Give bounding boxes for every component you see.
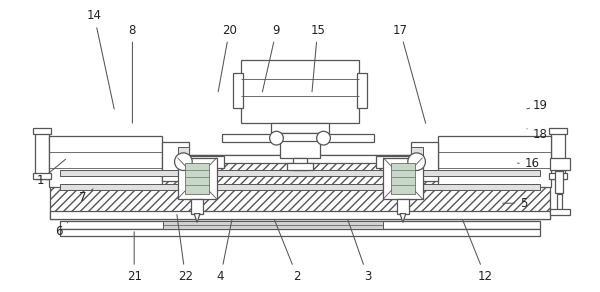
- Bar: [49, 136, 162, 187]
- Text: 14: 14: [87, 9, 114, 109]
- Bar: [411, 142, 438, 181]
- Bar: [233, 74, 243, 108]
- Bar: [178, 147, 189, 176]
- Text: 17: 17: [392, 24, 425, 123]
- Bar: [50, 155, 550, 163]
- Polygon shape: [400, 214, 406, 223]
- Bar: [60, 170, 540, 176]
- Text: 15: 15: [310, 24, 325, 92]
- Bar: [325, 134, 374, 142]
- Text: 19: 19: [527, 100, 547, 112]
- Bar: [221, 134, 275, 142]
- Text: 20: 20: [218, 24, 237, 92]
- Bar: [50, 211, 550, 218]
- Circle shape: [175, 153, 192, 171]
- Bar: [411, 147, 422, 176]
- Bar: [162, 142, 189, 181]
- Bar: [555, 171, 563, 193]
- Bar: [549, 128, 566, 134]
- Bar: [60, 221, 540, 229]
- Text: 6: 6: [55, 223, 68, 238]
- Bar: [189, 156, 224, 168]
- Bar: [35, 130, 49, 179]
- Bar: [438, 136, 551, 187]
- Bar: [391, 163, 415, 194]
- Text: 16: 16: [518, 157, 540, 170]
- Text: 8: 8: [129, 24, 136, 123]
- Circle shape: [317, 131, 331, 145]
- Bar: [241, 60, 359, 124]
- Bar: [557, 194, 562, 210]
- Text: 12: 12: [463, 220, 493, 283]
- Text: 1: 1: [37, 159, 65, 187]
- Bar: [397, 199, 409, 214]
- Bar: [549, 173, 566, 179]
- Bar: [376, 156, 411, 168]
- Bar: [287, 163, 313, 170]
- Bar: [60, 184, 540, 190]
- Bar: [271, 124, 329, 133]
- Text: 21: 21: [127, 232, 142, 283]
- Text: 4: 4: [217, 220, 232, 283]
- Bar: [34, 128, 51, 134]
- Polygon shape: [194, 214, 200, 223]
- Bar: [280, 140, 320, 158]
- Bar: [191, 199, 203, 214]
- Bar: [551, 130, 565, 179]
- Text: 2: 2: [275, 220, 301, 283]
- Text: 18: 18: [527, 128, 547, 141]
- Bar: [550, 158, 569, 170]
- Bar: [185, 163, 209, 194]
- Bar: [178, 158, 217, 199]
- Bar: [293, 158, 307, 170]
- Bar: [357, 74, 367, 108]
- Text: 22: 22: [177, 215, 193, 283]
- Text: 5: 5: [503, 197, 527, 210]
- Bar: [383, 158, 422, 199]
- Circle shape: [408, 153, 425, 171]
- Text: 9: 9: [262, 24, 280, 92]
- Bar: [550, 209, 569, 215]
- Bar: [50, 155, 550, 218]
- Text: 3: 3: [348, 220, 371, 283]
- Bar: [163, 221, 383, 229]
- Bar: [280, 133, 320, 141]
- Circle shape: [269, 131, 283, 145]
- Text: 7: 7: [79, 189, 93, 204]
- Bar: [60, 229, 540, 236]
- Bar: [34, 173, 51, 179]
